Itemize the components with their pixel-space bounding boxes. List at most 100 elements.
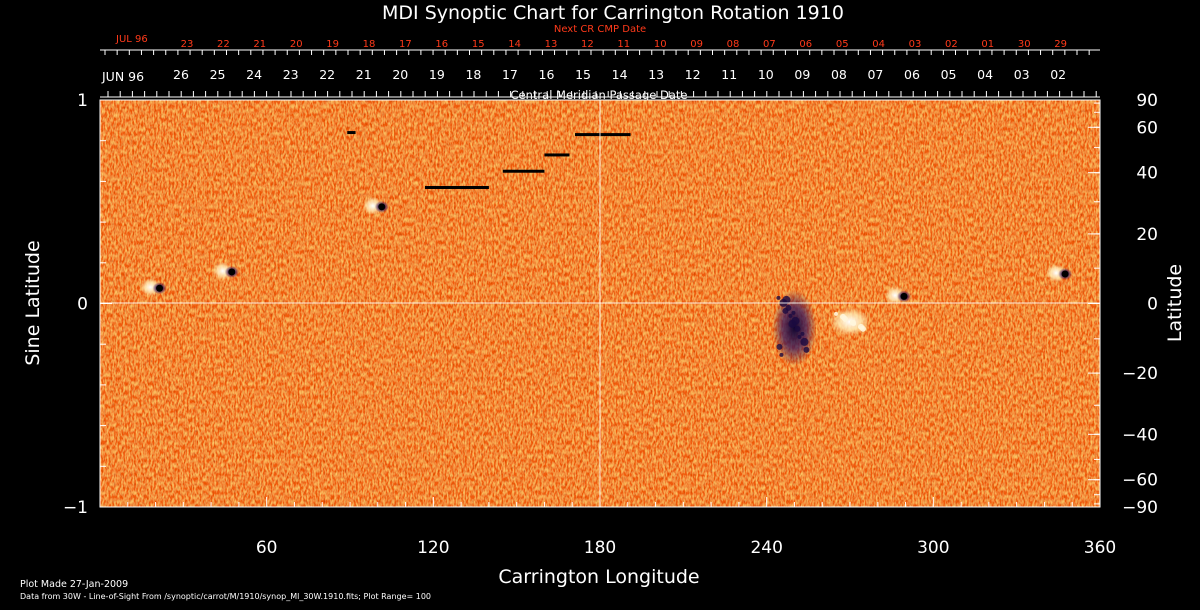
next-cr-day-label: 11: [617, 39, 630, 50]
next-cr-day-label: 12: [581, 39, 594, 50]
y2-tick-label: 60: [1136, 118, 1158, 138]
active-region: [140, 278, 167, 297]
cmp-day-label: 08: [831, 67, 847, 82]
y2-axis-title: Latitude: [1164, 264, 1186, 342]
next-cr-day-label: 21: [253, 39, 266, 50]
cmp-day-label: 05: [941, 67, 957, 82]
next-cr-day-label: 16: [435, 39, 448, 50]
next-cr-axis-label: Next CR CMP Date: [554, 24, 646, 35]
data-gap: [425, 186, 489, 190]
cmp-month-label: JUN 96: [101, 69, 144, 84]
next-cr-day-label: 09: [690, 39, 703, 50]
cmp-day-label: 17: [502, 67, 518, 82]
data-gaps: [347, 131, 631, 190]
next-cr-month-label: JUL 96: [115, 34, 148, 45]
y-tick-label: 0: [77, 295, 88, 315]
footer-plot-made: Plot Made 27-Jan-2009: [20, 579, 128, 590]
cmp-day-label: 18: [465, 67, 481, 82]
x-axis-title: Carrington Longitude: [498, 566, 699, 588]
active-region: [362, 196, 389, 215]
next-cr-day-label: 17: [399, 39, 412, 50]
next-cr-axis: JUL 96 Next CR CMP Date 23 22 21 20 19 18 17 16…: [100, 24, 1100, 55]
y2-tick-label: −90: [1122, 498, 1158, 518]
x-tick-label: 360: [1084, 538, 1116, 558]
data-gap: [575, 133, 631, 137]
data-gap: [544, 153, 570, 157]
cmp-day-label: 04: [977, 67, 993, 82]
y-axis-title: Sine Latitude: [22, 240, 44, 365]
cmp-day-label: 12: [685, 67, 701, 82]
cmp-day-label: 11: [721, 67, 737, 82]
x-axis: 60 120 180 240 300 360: [127, 497, 1116, 558]
cmp-day-label: 23: [283, 67, 299, 82]
y-tick-label: 1: [77, 91, 88, 111]
next-cr-day-label: 29: [1054, 39, 1067, 50]
active-region: [830, 307, 870, 336]
cmp-day-label: 06: [904, 67, 920, 82]
y-axis-left: −1 0 1: [63, 91, 112, 518]
next-cr-day-label: 23: [181, 39, 194, 50]
active-region: [772, 289, 817, 366]
cmp-day-label: 15: [575, 67, 591, 82]
next-cr-day-label: 02: [945, 39, 958, 50]
y2-tick-label: −60: [1122, 471, 1158, 491]
next-cr-day-label: 19: [326, 39, 339, 50]
y2-tick-label: −40: [1122, 425, 1158, 445]
next-cr-day-label: 15: [472, 39, 485, 50]
next-cr-day-label: 03: [909, 39, 922, 50]
y2-tick-label: −20: [1122, 364, 1158, 384]
next-cr-day-label: 07: [763, 39, 776, 50]
footer-data-source: Data from 30W - Line-of-Sight From /syno…: [20, 592, 431, 601]
cmp-day-label: 16: [539, 67, 555, 82]
active-region: [885, 286, 911, 305]
next-cr-day-label: 04: [872, 39, 885, 50]
x-tick-label: 180: [584, 538, 616, 558]
next-cr-day-label: 30: [1018, 39, 1031, 50]
next-cr-day-label: 18: [363, 39, 376, 50]
next-cr-day-label: 14: [508, 39, 521, 50]
cmp-day-label: 13: [648, 67, 664, 82]
x-tick-label: 60: [256, 538, 278, 558]
cmp-day-label: 22: [319, 67, 335, 82]
cmp-day-label: 14: [612, 67, 628, 82]
active-region: [1046, 263, 1073, 282]
data-gap: [502, 169, 545, 173]
next-cr-day-label: 08: [727, 39, 740, 50]
cmp-day-label: 20: [392, 67, 408, 82]
active-region: [212, 261, 239, 280]
cmp-day-label: 19: [429, 67, 445, 82]
y2-tick-label: 0: [1147, 295, 1158, 315]
cmp-day-label: 26: [173, 67, 189, 82]
next-cr-day-label: 10: [654, 39, 667, 50]
y2-tick-label: 90: [1136, 91, 1158, 111]
cmp-day-label: 21: [356, 67, 372, 82]
cmp-day-label: 07: [867, 67, 883, 82]
next-cr-day-label: 20: [290, 39, 303, 50]
cmp-axis: JUN 96 Central Meridian Passage Date 26 2…: [100, 67, 1100, 102]
cmp-day-label: 09: [794, 67, 810, 82]
next-cr-day-label: 05: [836, 39, 849, 50]
data-gap: [347, 131, 356, 135]
cmp-day-labels: 26 25 24 23 22 21 20 19 18 17 16 15 14 13 12 11 10 09 08 07…: [107, 67, 1097, 97]
y-axis-right: 90 60 40 20 0 −20 −40 −60 −90: [1088, 91, 1158, 518]
next-cr-day-label: 13: [545, 39, 558, 50]
y2-tick-label: 40: [1136, 164, 1158, 184]
cmp-axis-label: Central Meridian Passage Date: [511, 88, 688, 102]
magnetogram-map: [99, 99, 1101, 508]
y-tick-label: −1: [63, 498, 88, 518]
next-cr-day-labels: 23 22 21 20 19 18 17 16 15 14 13 12 11 10 09 08 07 06 05 04…: [104, 39, 1090, 55]
chart-title: MDI Synoptic Chart for Carrington Rotati…: [382, 2, 844, 24]
cmp-day-label: 10: [758, 67, 774, 82]
y2-tick-label: 20: [1136, 225, 1158, 245]
x-tick-label: 300: [917, 538, 949, 558]
cmp-day-label: 02: [1050, 67, 1066, 82]
cmp-day-label: 24: [246, 67, 262, 82]
next-cr-day-label: 22: [217, 39, 230, 50]
next-cr-day-label: 06: [799, 39, 812, 50]
x-tick-label: 120: [417, 538, 449, 558]
active-regions: [140, 196, 1073, 366]
next-cr-day-label: 01: [981, 39, 994, 50]
x-tick-label: 240: [750, 538, 782, 558]
cmp-day-label: 03: [1014, 67, 1030, 82]
